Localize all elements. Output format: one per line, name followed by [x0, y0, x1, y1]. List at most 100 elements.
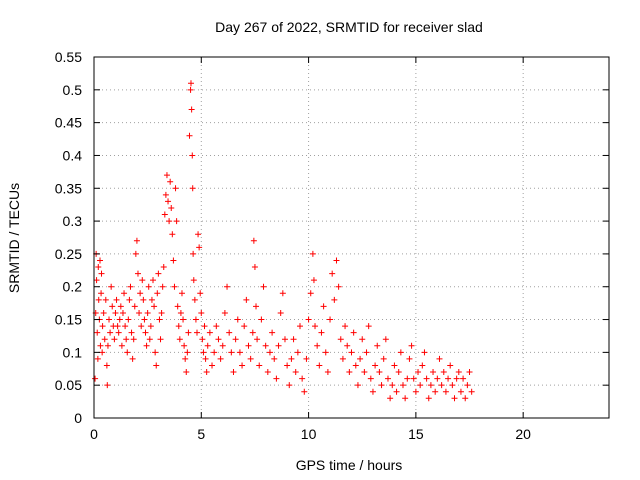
- data-point: [432, 388, 439, 395]
- data-point: [107, 329, 114, 336]
- data-point: [95, 264, 102, 271]
- data-point: [442, 388, 449, 395]
- data-point: [189, 185, 196, 192]
- data-point: [391, 362, 398, 369]
- data-point: [314, 342, 321, 349]
- data-point: [129, 355, 136, 362]
- data-point: [104, 382, 111, 389]
- data-point: [273, 375, 280, 382]
- data-point: [132, 250, 139, 257]
- data-point: [462, 395, 469, 402]
- data-point: [318, 329, 325, 336]
- data-point: [447, 362, 454, 369]
- data-point: [264, 369, 271, 376]
- data-point: [127, 283, 134, 290]
- x-tick-label: 5: [197, 426, 205, 442]
- data-point: [156, 316, 163, 323]
- data-point: [134, 270, 141, 277]
- data-point: [247, 355, 254, 362]
- data-point: [290, 336, 297, 343]
- data-point: [440, 369, 447, 376]
- data-point: [141, 316, 148, 323]
- data-point: [380, 355, 387, 362]
- data-point: [284, 362, 291, 369]
- data-point: [178, 290, 185, 297]
- data-point: [185, 329, 192, 336]
- data-point: [196, 244, 203, 251]
- data-point: [335, 283, 342, 290]
- y-tick-label: 0.25: [55, 246, 82, 262]
- data-point: [92, 375, 99, 382]
- data-point: [224, 283, 231, 290]
- data-point: [175, 323, 182, 330]
- data-point: [376, 369, 383, 376]
- data-point: [281, 336, 288, 343]
- data-point: [393, 388, 400, 395]
- data-point: [101, 336, 108, 343]
- data-point: [236, 349, 243, 356]
- data-point: [147, 323, 154, 330]
- data-point: [427, 382, 434, 389]
- data-point: [98, 290, 105, 297]
- data-point: [114, 323, 121, 330]
- y-axis-ticks: 0 0.05 0.1 0.15 0.2 0.25 0.3 0.35 0.4 0.45 0.5 0.55: [55, 49, 609, 426]
- data-point: [324, 369, 331, 376]
- data-point: [121, 290, 128, 297]
- data-point: [329, 270, 336, 277]
- y-tick-label: 0.2: [63, 279, 83, 295]
- data-point: [395, 369, 402, 376]
- data-point: [142, 329, 149, 336]
- data-point: [297, 323, 303, 330]
- data-point: [174, 303, 181, 310]
- data-point: [113, 296, 120, 303]
- data-point: [126, 296, 133, 303]
- data-point: [143, 342, 150, 349]
- data-point: [98, 270, 105, 277]
- data-point: [241, 323, 248, 330]
- data-point: [402, 395, 409, 402]
- y-tick-label: 0.5: [63, 82, 83, 98]
- data-point: [359, 336, 366, 343]
- x-tick-label: 0: [90, 426, 98, 442]
- data-point: [159, 283, 166, 290]
- data-point: [195, 231, 202, 238]
- data-point: [387, 395, 394, 402]
- data-point: [200, 349, 207, 356]
- chart-title: Day 267 of 2022, SRMTID for receiver sla…: [215, 19, 483, 35]
- data-point: [269, 329, 276, 336]
- data-point: [209, 362, 216, 369]
- data-point: [346, 369, 353, 376]
- data-point: [181, 342, 188, 349]
- data-point: [466, 369, 473, 376]
- y-tick-label: 0.3: [63, 213, 83, 229]
- data-point: [327, 316, 334, 323]
- data-point: [226, 329, 233, 336]
- data-point: [172, 185, 179, 192]
- data-point: [455, 369, 462, 376]
- data-point: [434, 375, 441, 382]
- data-point: [137, 290, 144, 297]
- data-point: [275, 342, 282, 349]
- data-point: [215, 336, 222, 343]
- data-point: [130, 336, 137, 343]
- data-point: [453, 375, 460, 382]
- data-point: [97, 257, 104, 264]
- data-point: [299, 375, 306, 382]
- data-point: [111, 336, 118, 343]
- data-point: [187, 86, 194, 93]
- data-point: [95, 296, 102, 303]
- y-tick-label: 0: [74, 410, 82, 426]
- data-point: [103, 362, 110, 369]
- data-point: [115, 329, 122, 336]
- data-point: [449, 382, 456, 389]
- data-point: [258, 316, 265, 323]
- data-point: [333, 257, 340, 264]
- data-point: [109, 303, 116, 310]
- data-point: [144, 309, 151, 316]
- data-point: [136, 309, 143, 316]
- data-point: [204, 342, 211, 349]
- data-point: [457, 388, 464, 395]
- data-point: [266, 349, 273, 356]
- data-point: [425, 395, 432, 402]
- data-point: [404, 375, 411, 382]
